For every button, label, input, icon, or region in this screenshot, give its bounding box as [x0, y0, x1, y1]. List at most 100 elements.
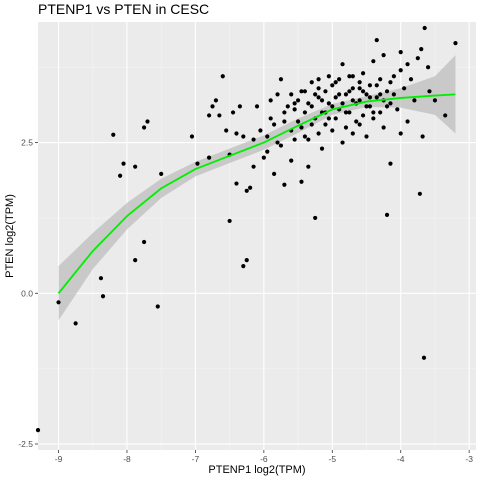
x-tick-label: -9	[55, 454, 63, 464]
data-point	[453, 40, 458, 46]
data-point	[323, 122, 328, 127]
x-tick-label: -6	[260, 454, 268, 464]
data-point	[378, 77, 383, 82]
y-axis-ticks: -2.5 0.0 2.5	[18, 138, 38, 449]
data-point	[357, 98, 362, 103]
data-point	[248, 185, 253, 190]
data-point	[367, 95, 373, 100]
data-point	[395, 107, 400, 112]
data-point	[419, 47, 424, 52]
data-point	[282, 119, 287, 124]
data-point	[299, 89, 304, 94]
data-point	[417, 191, 422, 196]
x-tick-label: -5	[329, 454, 337, 464]
data-point	[326, 101, 331, 106]
data-point	[254, 104, 260, 109]
data-point	[398, 68, 403, 73]
data-point	[295, 119, 301, 124]
data-point	[343, 125, 349, 130]
x-axis-ticks: -9 -8 -7 -6 -5 -4 -3	[55, 450, 473, 464]
x-tick-label: -3	[465, 454, 473, 464]
data-point	[292, 101, 297, 106]
data-point	[347, 110, 352, 115]
data-point	[155, 304, 160, 309]
data-point	[432, 98, 438, 103]
data-point	[285, 104, 290, 109]
data-point	[275, 140, 280, 145]
data-point	[319, 98, 325, 103]
y-tick-label: 2.5	[21, 138, 33, 148]
x-tick-label: -4	[397, 454, 405, 464]
data-point	[289, 158, 294, 163]
data-point	[268, 98, 273, 103]
data-point	[398, 131, 403, 136]
data-point	[251, 137, 256, 142]
data-point	[420, 134, 425, 139]
data-point	[292, 137, 297, 142]
data-point	[326, 116, 331, 121]
data-point	[384, 89, 390, 94]
data-point	[364, 134, 369, 139]
data-point	[265, 134, 270, 139]
data-point	[422, 25, 427, 31]
data-point	[309, 122, 314, 127]
data-point	[371, 110, 376, 115]
data-point	[360, 89, 366, 94]
data-point	[230, 110, 236, 115]
data-point	[282, 110, 287, 115]
y-tick-label: -2.5	[18, 439, 33, 449]
data-point	[302, 110, 308, 115]
data-point	[384, 212, 390, 218]
data-point	[289, 92, 294, 97]
data-point	[388, 101, 393, 106]
data-point	[374, 37, 379, 43]
data-point	[206, 113, 212, 118]
data-point	[299, 125, 304, 130]
data-point	[337, 77, 342, 82]
x-tick-label: -8	[123, 454, 131, 464]
data-point	[316, 77, 321, 82]
data-point	[35, 428, 41, 433]
data-point	[316, 131, 321, 136]
data-point	[234, 131, 239, 136]
data-points	[35, 25, 458, 433]
data-point	[364, 92, 369, 97]
data-point	[145, 119, 150, 124]
chart-title: PTENP1 vs PTEN in CESC	[38, 1, 209, 17]
trend-line-path	[57, 93, 456, 294]
data-point	[227, 218, 232, 224]
data-point	[333, 95, 338, 100]
data-point	[412, 98, 417, 103]
data-point	[224, 128, 229, 133]
data-point	[343, 110, 349, 115]
data-point	[340, 140, 345, 145]
data-point	[275, 92, 280, 97]
data-point	[371, 59, 376, 64]
data-point	[302, 134, 308, 139]
data-point	[244, 258, 249, 263]
data-point	[384, 104, 390, 109]
data-point	[251, 164, 256, 169]
data-point	[323, 89, 328, 94]
data-point	[330, 128, 335, 133]
data-point	[350, 74, 355, 79]
data-point	[357, 80, 362, 85]
data-point	[316, 95, 321, 100]
data-point	[354, 119, 359, 124]
data-point	[268, 116, 273, 121]
data-point	[421, 355, 427, 360]
data-point	[265, 149, 270, 154]
data-point	[350, 98, 355, 103]
data-point	[326, 74, 331, 79]
data-point	[374, 83, 379, 88]
data-point	[73, 321, 78, 326]
data-point	[56, 300, 61, 305]
data-point	[237, 104, 242, 109]
data-point	[367, 104, 373, 109]
data-point	[306, 164, 311, 169]
data-point	[141, 125, 147, 130]
data-point	[141, 239, 147, 245]
data-point	[111, 132, 116, 137]
data-point	[367, 83, 373, 88]
data-point	[443, 113, 448, 118]
